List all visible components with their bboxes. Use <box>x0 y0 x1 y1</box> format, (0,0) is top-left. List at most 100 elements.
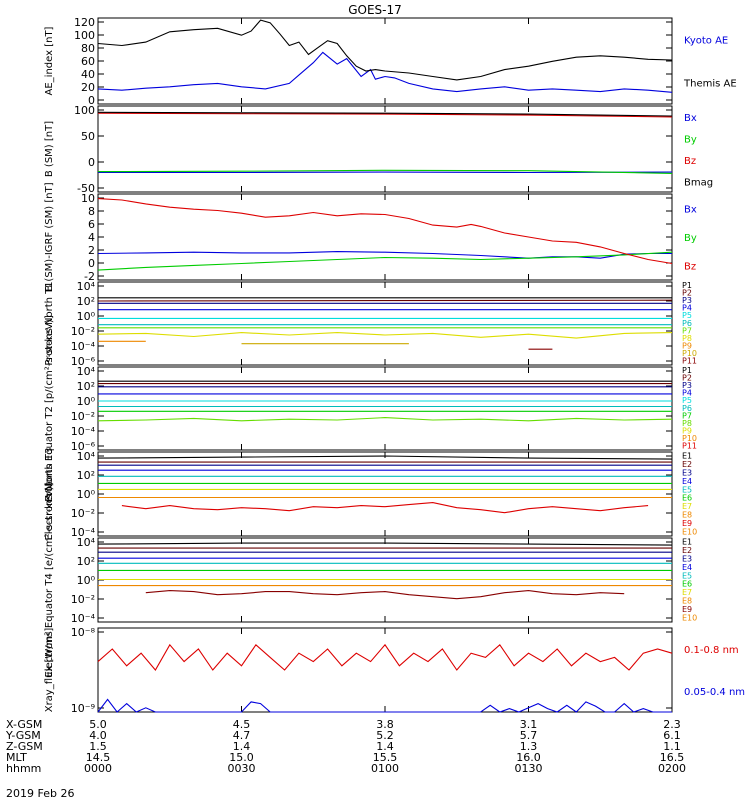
series-line-p2 <box>97 299 673 302</box>
y-tick-label: 10⁴ <box>77 365 96 378</box>
series-line-0-1-0-8-nm <box>97 643 673 671</box>
y-tick-label: 60 <box>81 55 95 68</box>
ephemeris-value: 2.3 <box>663 718 681 731</box>
legend-entry: E7 <box>682 502 692 511</box>
series-line-e1 <box>97 455 673 460</box>
legend-entry: Bx <box>684 204 697 215</box>
y-tick-label: 40 <box>81 68 95 81</box>
ephemeris-value: 4.5 <box>233 718 251 731</box>
legend-entry: P1 <box>682 281 692 290</box>
legend-entry: P3 <box>682 381 692 390</box>
legend-entry: P11 <box>682 441 697 450</box>
legend-entry: E2 <box>682 460 692 469</box>
legend-entry: P2 <box>682 374 692 383</box>
ephemeris-value: 0000 <box>84 762 112 775</box>
legend-entry: E1 <box>682 452 692 461</box>
series-line-bz <box>97 198 673 265</box>
legend-entry: By <box>684 233 697 244</box>
series-line-by <box>97 169 673 174</box>
legend-entry: E3 <box>682 555 692 564</box>
legend-entry: P5 <box>682 311 692 320</box>
legend-entry: P9 <box>682 341 692 350</box>
ephemeris-value: 5.7 <box>520 729 538 742</box>
y-tick-label: 10² <box>77 469 95 482</box>
panel-frame <box>97 627 673 713</box>
panel-8: 10⁻⁸ 10⁻⁹ Xray_flux [W/m²] 0.1-0.8 nm 0.05-0… <box>44 626 745 715</box>
y-axis-label: Electrons Equator T4 [e/(cm²-s-sr-keV)] <box>44 482 55 677</box>
y-tick-label: 10⁰ <box>77 310 96 323</box>
ephemeris-value: 15.0 <box>229 751 254 764</box>
y-tick-label: 10⁻⁸ <box>71 626 96 639</box>
ephemeris-value: 16.0 <box>516 751 541 764</box>
legend-entry: E9 <box>682 519 692 528</box>
series-line-bz <box>97 112 673 118</box>
ephemeris-row-label: Z-GSM <box>6 740 43 753</box>
legend-entry: Bx <box>684 113 697 124</box>
ephemeris-row-label: X-GSM <box>6 718 42 731</box>
ephemeris-value: 5.2 <box>376 729 394 742</box>
y-axis-label: B (SM) [nT] <box>44 121 55 177</box>
y-tick-label: 10⁴ <box>77 280 96 293</box>
panel-frame <box>97 105 673 193</box>
legend-entry: E6 <box>682 494 692 503</box>
ephemeris-value: 0130 <box>515 762 543 775</box>
legend-entry: E10 <box>682 613 697 622</box>
legend-entry: P7 <box>682 411 692 420</box>
y-tick-label: 10² <box>77 555 95 568</box>
y-tick-label: 10 <box>81 192 95 205</box>
ephemeris-value: 0200 <box>658 762 686 775</box>
y-tick-label: 10² <box>77 380 95 393</box>
series-line-kyoto-ae <box>97 51 673 93</box>
legend-entry: Bz <box>684 156 696 167</box>
y-tick-label: 10⁰ <box>77 488 96 501</box>
y-tick-label: 10⁰ <box>77 395 96 408</box>
y-tick-label: 10⁻⁶ <box>71 440 96 453</box>
legend-entry: 0.1-0.8 nm <box>684 645 739 656</box>
legend-entry: E7 <box>682 588 692 597</box>
y-tick-label: 6 <box>88 218 95 231</box>
y-tick-label: 10⁻⁴ <box>71 340 96 353</box>
y-axis-label: AE_index [nT] <box>44 26 55 95</box>
panel-2: 100 50 0 -50 B (SM) [nT] Bx By Bz Bmag <box>44 104 713 195</box>
ephemeris-value: 1.5 <box>89 740 107 753</box>
ephemeris-value: 4.0 <box>89 729 107 742</box>
y-tick-label: 2 <box>88 244 95 257</box>
y-tick-label: 100 <box>74 29 95 42</box>
y-tick-label: 10⁴ <box>77 536 96 549</box>
y-tick-label: 4 <box>88 231 95 244</box>
date-label: 2019 Feb 26 <box>6 787 74 800</box>
panel-frame <box>97 451 673 537</box>
ephemeris-value: 1.1 <box>663 740 681 753</box>
legend-entry: Themis AE <box>683 79 737 90</box>
legend-entry: Kyoto AE <box>684 36 728 47</box>
panel-frame <box>97 281 673 366</box>
ephemeris-value: 1.4 <box>233 740 251 753</box>
series-line-e1 <box>97 542 673 546</box>
series-line-e9 <box>121 502 649 514</box>
legend-entry: E3 <box>682 469 692 478</box>
y-tick-label: 80 <box>81 42 95 55</box>
y-tick-label: 10⁻² <box>71 410 95 423</box>
y-tick-label: 10⁻⁴ <box>71 612 96 625</box>
y-axis-label: Electrons North T3 <box>44 447 55 540</box>
y-axis-label: Protons Equator T2 [p/(cm²-s-sr-keV)] <box>44 315 55 502</box>
y-axis-label: B (SM)-IGRF (SM) [nT] <box>44 182 55 291</box>
ephemeris-value: 4.7 <box>233 729 251 742</box>
y-tick-label: 120 <box>74 16 95 29</box>
panel-7: 10⁴ 10² 10⁰ 10⁻² 10⁻⁴ Electrons Equator T4 [e… <box>44 482 697 677</box>
y-tick-label: 0 <box>88 156 95 169</box>
legend-entry: P4 <box>682 304 692 313</box>
legend-entry: P3 <box>682 296 692 305</box>
series-line-bx <box>97 251 672 259</box>
series-line-p8 <box>97 332 673 339</box>
legend-entry: P8 <box>682 334 692 343</box>
ephemeris-value: 5.0 <box>89 718 107 731</box>
legend-entry: P2 <box>682 289 692 298</box>
y-tick-label: 10⁻⁶ <box>71 355 96 368</box>
legend-entry: P9 <box>682 426 692 435</box>
y-tick-label: 50 <box>81 130 95 143</box>
y-axis-label: Xray_flux [W/m²] <box>44 628 55 713</box>
legend-entry: E6 <box>682 580 692 589</box>
